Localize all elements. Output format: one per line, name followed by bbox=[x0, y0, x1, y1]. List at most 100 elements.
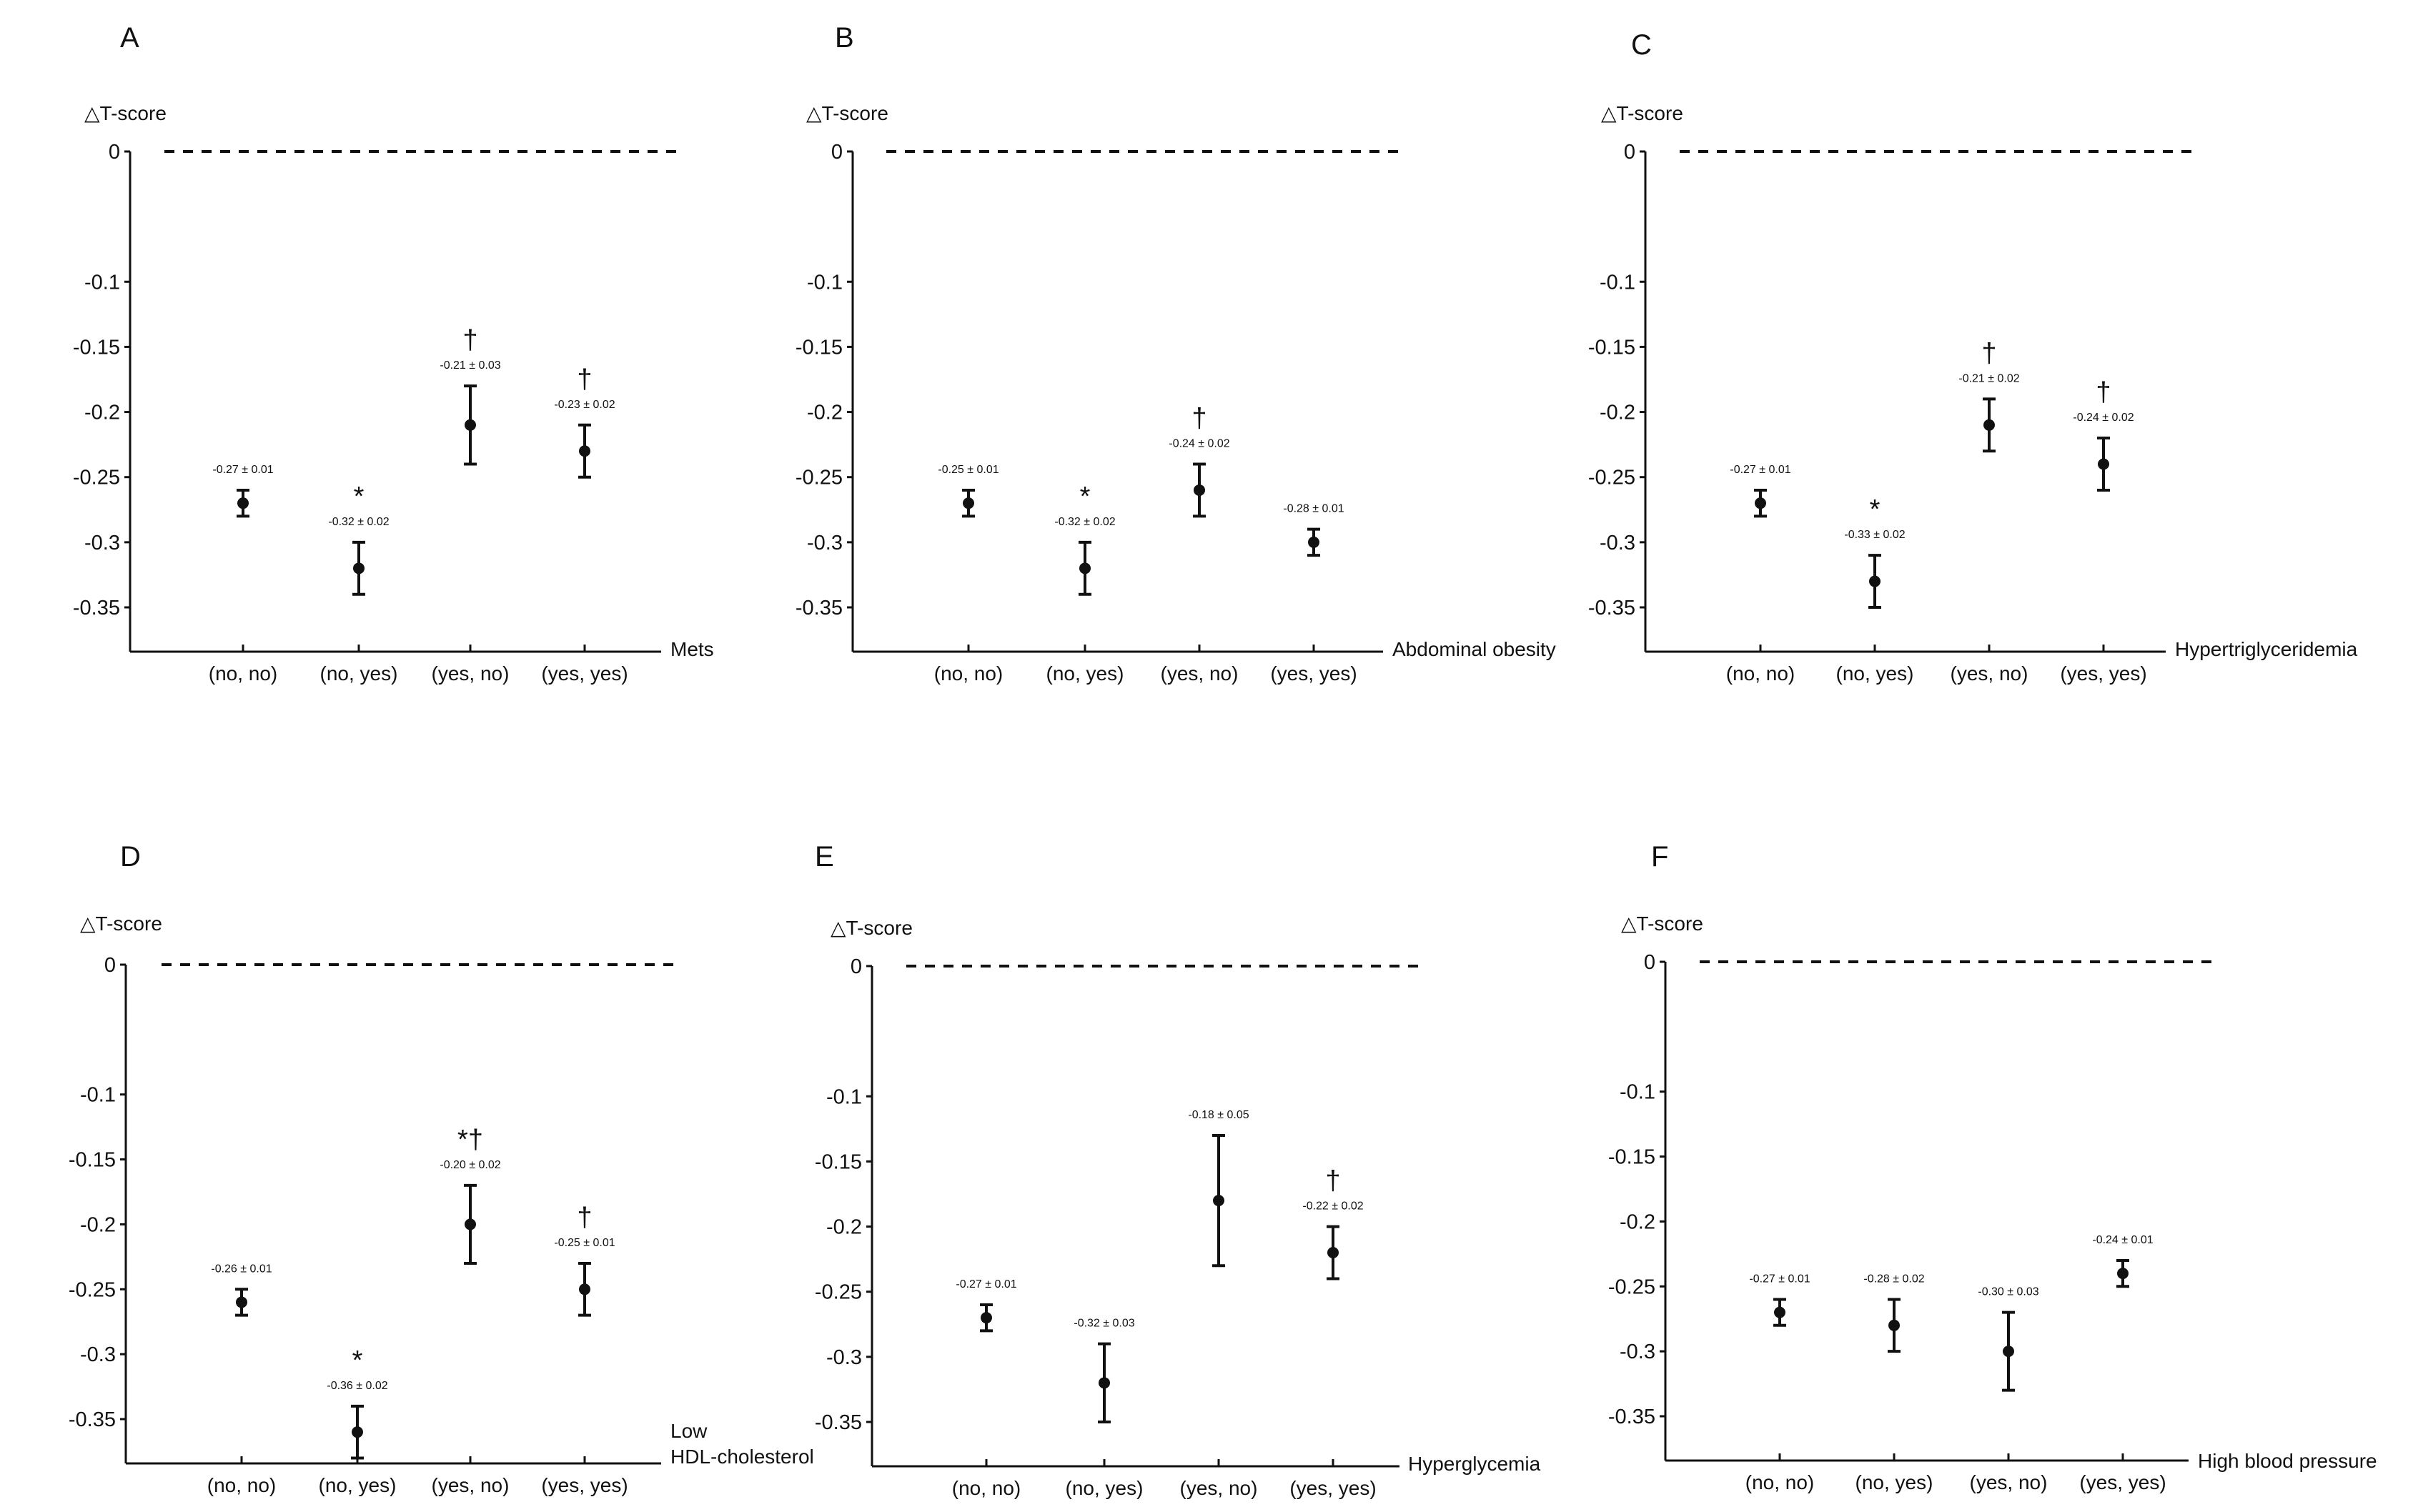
y-tick-label: -0.35 bbox=[815, 1411, 862, 1434]
data-label: -0.22 ± 0.02 bbox=[1302, 1200, 1363, 1213]
data-point bbox=[981, 1312, 992, 1324]
y-tick-label: -0.2 bbox=[1620, 1210, 1655, 1233]
y-axis-label: △T-score bbox=[1601, 102, 1683, 124]
data-label: -0.20 ± 0.02 bbox=[440, 1159, 500, 1171]
significance-mark: † bbox=[462, 325, 477, 355]
panel-letter: C bbox=[1631, 29, 1652, 61]
x-axis-label: Abdominal obesity bbox=[1392, 638, 1556, 660]
significance-mark: * bbox=[352, 1346, 363, 1376]
data-label: -0.24 ± 0.02 bbox=[1169, 437, 1229, 449]
y-tick-label: -0.1 bbox=[84, 271, 120, 294]
y-tick-label: -0.15 bbox=[73, 336, 120, 359]
data-label: -0.32 ± 0.02 bbox=[1054, 516, 1115, 528]
data-point bbox=[465, 419, 476, 431]
data-label: -0.21 ± 0.02 bbox=[1958, 372, 2019, 384]
x-axis-label: High blood pressure bbox=[2198, 1450, 2377, 1472]
y-tick-label: -0.25 bbox=[69, 1278, 116, 1301]
y-tick-label: -0.1 bbox=[826, 1085, 862, 1108]
data-point bbox=[1308, 536, 1319, 548]
x-tick-label: (yes, no) bbox=[1180, 1477, 1258, 1499]
y-tick-label: -0.35 bbox=[1608, 1406, 1655, 1428]
y-tick-label: -0.2 bbox=[807, 402, 843, 424]
x-tick-label: (yes, yes) bbox=[2079, 1471, 2166, 1493]
data-point bbox=[353, 562, 365, 575]
panel-f: F △T-score 0 -0.1 -0.15 -0.2 -0.25 -0.3 -0.35 (no… bbox=[1608, 841, 2377, 1493]
x-tick-label: (no, yes) bbox=[319, 1474, 397, 1496]
x-axis-label: Hypertriglyceridemia bbox=[2175, 638, 2358, 660]
y-tick-label: -0.15 bbox=[796, 336, 843, 359]
data-label: -0.18 ± 0.05 bbox=[1188, 1109, 1249, 1121]
x-tick-label: (no, no) bbox=[934, 662, 1004, 685]
data-label: -0.36 ± 0.02 bbox=[327, 1380, 387, 1392]
y-tick-label: -0.2 bbox=[80, 1213, 116, 1236]
data-point bbox=[236, 1296, 247, 1308]
y-tick-label: -0.25 bbox=[1608, 1275, 1655, 1298]
y-tick-label: -0.25 bbox=[796, 467, 843, 489]
x-tick-label: (yes, yes) bbox=[2060, 662, 2146, 685]
y-tick-label: -0.3 bbox=[1620, 1341, 1655, 1363]
data-point bbox=[1869, 575, 1881, 587]
y-tick-label: 0 bbox=[104, 954, 116, 977]
y-tick-label: -0.3 bbox=[826, 1346, 862, 1369]
significance-mark: † bbox=[577, 1203, 592, 1233]
y-tick-label: 0 bbox=[109, 141, 120, 164]
y-tick-label: -0.25 bbox=[73, 467, 120, 489]
x-axis-label: Low bbox=[670, 1420, 708, 1442]
x-tick-label: (yes, yes) bbox=[1270, 662, 1357, 685]
data-label: -0.28 ± 0.01 bbox=[1283, 503, 1344, 515]
y-tick-label: -0.1 bbox=[80, 1084, 116, 1107]
data-point bbox=[2098, 458, 2109, 470]
data-point bbox=[465, 1218, 476, 1230]
data-point bbox=[1983, 419, 1995, 431]
data-label: -0.32 ± 0.02 bbox=[328, 516, 389, 528]
panel-letter: F bbox=[1651, 841, 1668, 872]
x-tick-label: (no, no) bbox=[207, 1474, 277, 1496]
y-tick-label: -0.1 bbox=[807, 271, 843, 294]
y-axis-label: △T-score bbox=[831, 917, 913, 939]
significance-mark: † bbox=[1981, 338, 1996, 368]
x-tick-label: (no, no) bbox=[1745, 1471, 1815, 1493]
data-label: -0.27 ± 0.01 bbox=[1749, 1273, 1810, 1285]
data-label: -0.27 ± 0.01 bbox=[956, 1278, 1016, 1290]
panel-a: A △T-score 0 -0.1 -0.15 -0.2 -0.25 -0.3 -0.35 (no… bbox=[73, 22, 714, 685]
panel-b: B △T-score 0 -0.1 -0.15 -0.2 -0.25 -0.3 -0.35 (no… bbox=[796, 22, 1556, 685]
x-tick-label: (yes, no) bbox=[1970, 1471, 2048, 1493]
x-tick-label: (no, yes) bbox=[1046, 662, 1124, 685]
x-tick-label: (yes, yes) bbox=[541, 662, 628, 685]
y-tick-label: -0.2 bbox=[826, 1216, 862, 1239]
y-axis-label: △T-score bbox=[806, 102, 888, 124]
data-label: -0.27 ± 0.01 bbox=[1730, 464, 1790, 476]
significance-mark: † bbox=[1325, 1166, 1340, 1196]
y-tick-label: 0 bbox=[831, 141, 843, 164]
x-axis-label: Mets bbox=[670, 638, 714, 660]
x-tick-label: (no, yes) bbox=[1855, 1471, 1933, 1493]
y-tick-label: -0.35 bbox=[796, 597, 843, 620]
x-tick-label: (yes, no) bbox=[1951, 662, 2028, 685]
x-tick-label: (yes, yes) bbox=[541, 1474, 628, 1496]
y-tick-label: -0.35 bbox=[69, 1408, 116, 1431]
panel-e: E △T-score 0 -0.1 -0.15 -0.2 -0.25 -0.3 -0.35 (no… bbox=[815, 841, 1541, 1499]
x-tick-label: (no, no) bbox=[952, 1477, 1021, 1499]
x-tick-label: (no, yes) bbox=[320, 662, 398, 685]
data-point bbox=[579, 445, 590, 457]
y-tick-label: -0.1 bbox=[1600, 271, 1635, 294]
y-tick-label: -0.35 bbox=[73, 597, 120, 620]
y-axis-label: △T-score bbox=[1621, 912, 1703, 935]
data-label: -0.33 ± 0.02 bbox=[1844, 529, 1905, 541]
y-tick-label: -0.3 bbox=[80, 1343, 116, 1366]
panel-letter: E bbox=[815, 841, 834, 872]
significance-mark: * bbox=[1870, 494, 1881, 524]
y-tick-label: -0.2 bbox=[84, 402, 120, 424]
significance-mark: † bbox=[2096, 377, 2111, 407]
data-point bbox=[352, 1426, 363, 1438]
y-tick-label: -0.15 bbox=[1588, 336, 1635, 359]
x-axis-label: HDL-cholesterol bbox=[670, 1446, 814, 1468]
panel-d: D △T-score 0 -0.1 -0.15 -0.2 -0.25 -0.3 -0.35 (no… bbox=[69, 841, 814, 1496]
data-point bbox=[579, 1283, 590, 1295]
data-label: -0.28 ± 0.02 bbox=[1863, 1273, 1924, 1285]
y-tick-label: -0.1 bbox=[1620, 1081, 1655, 1104]
significance-mark: *† bbox=[457, 1125, 483, 1155]
data-point bbox=[1099, 1377, 1110, 1389]
data-point bbox=[1888, 1319, 1900, 1331]
x-tick-label: (yes, no) bbox=[432, 662, 510, 685]
